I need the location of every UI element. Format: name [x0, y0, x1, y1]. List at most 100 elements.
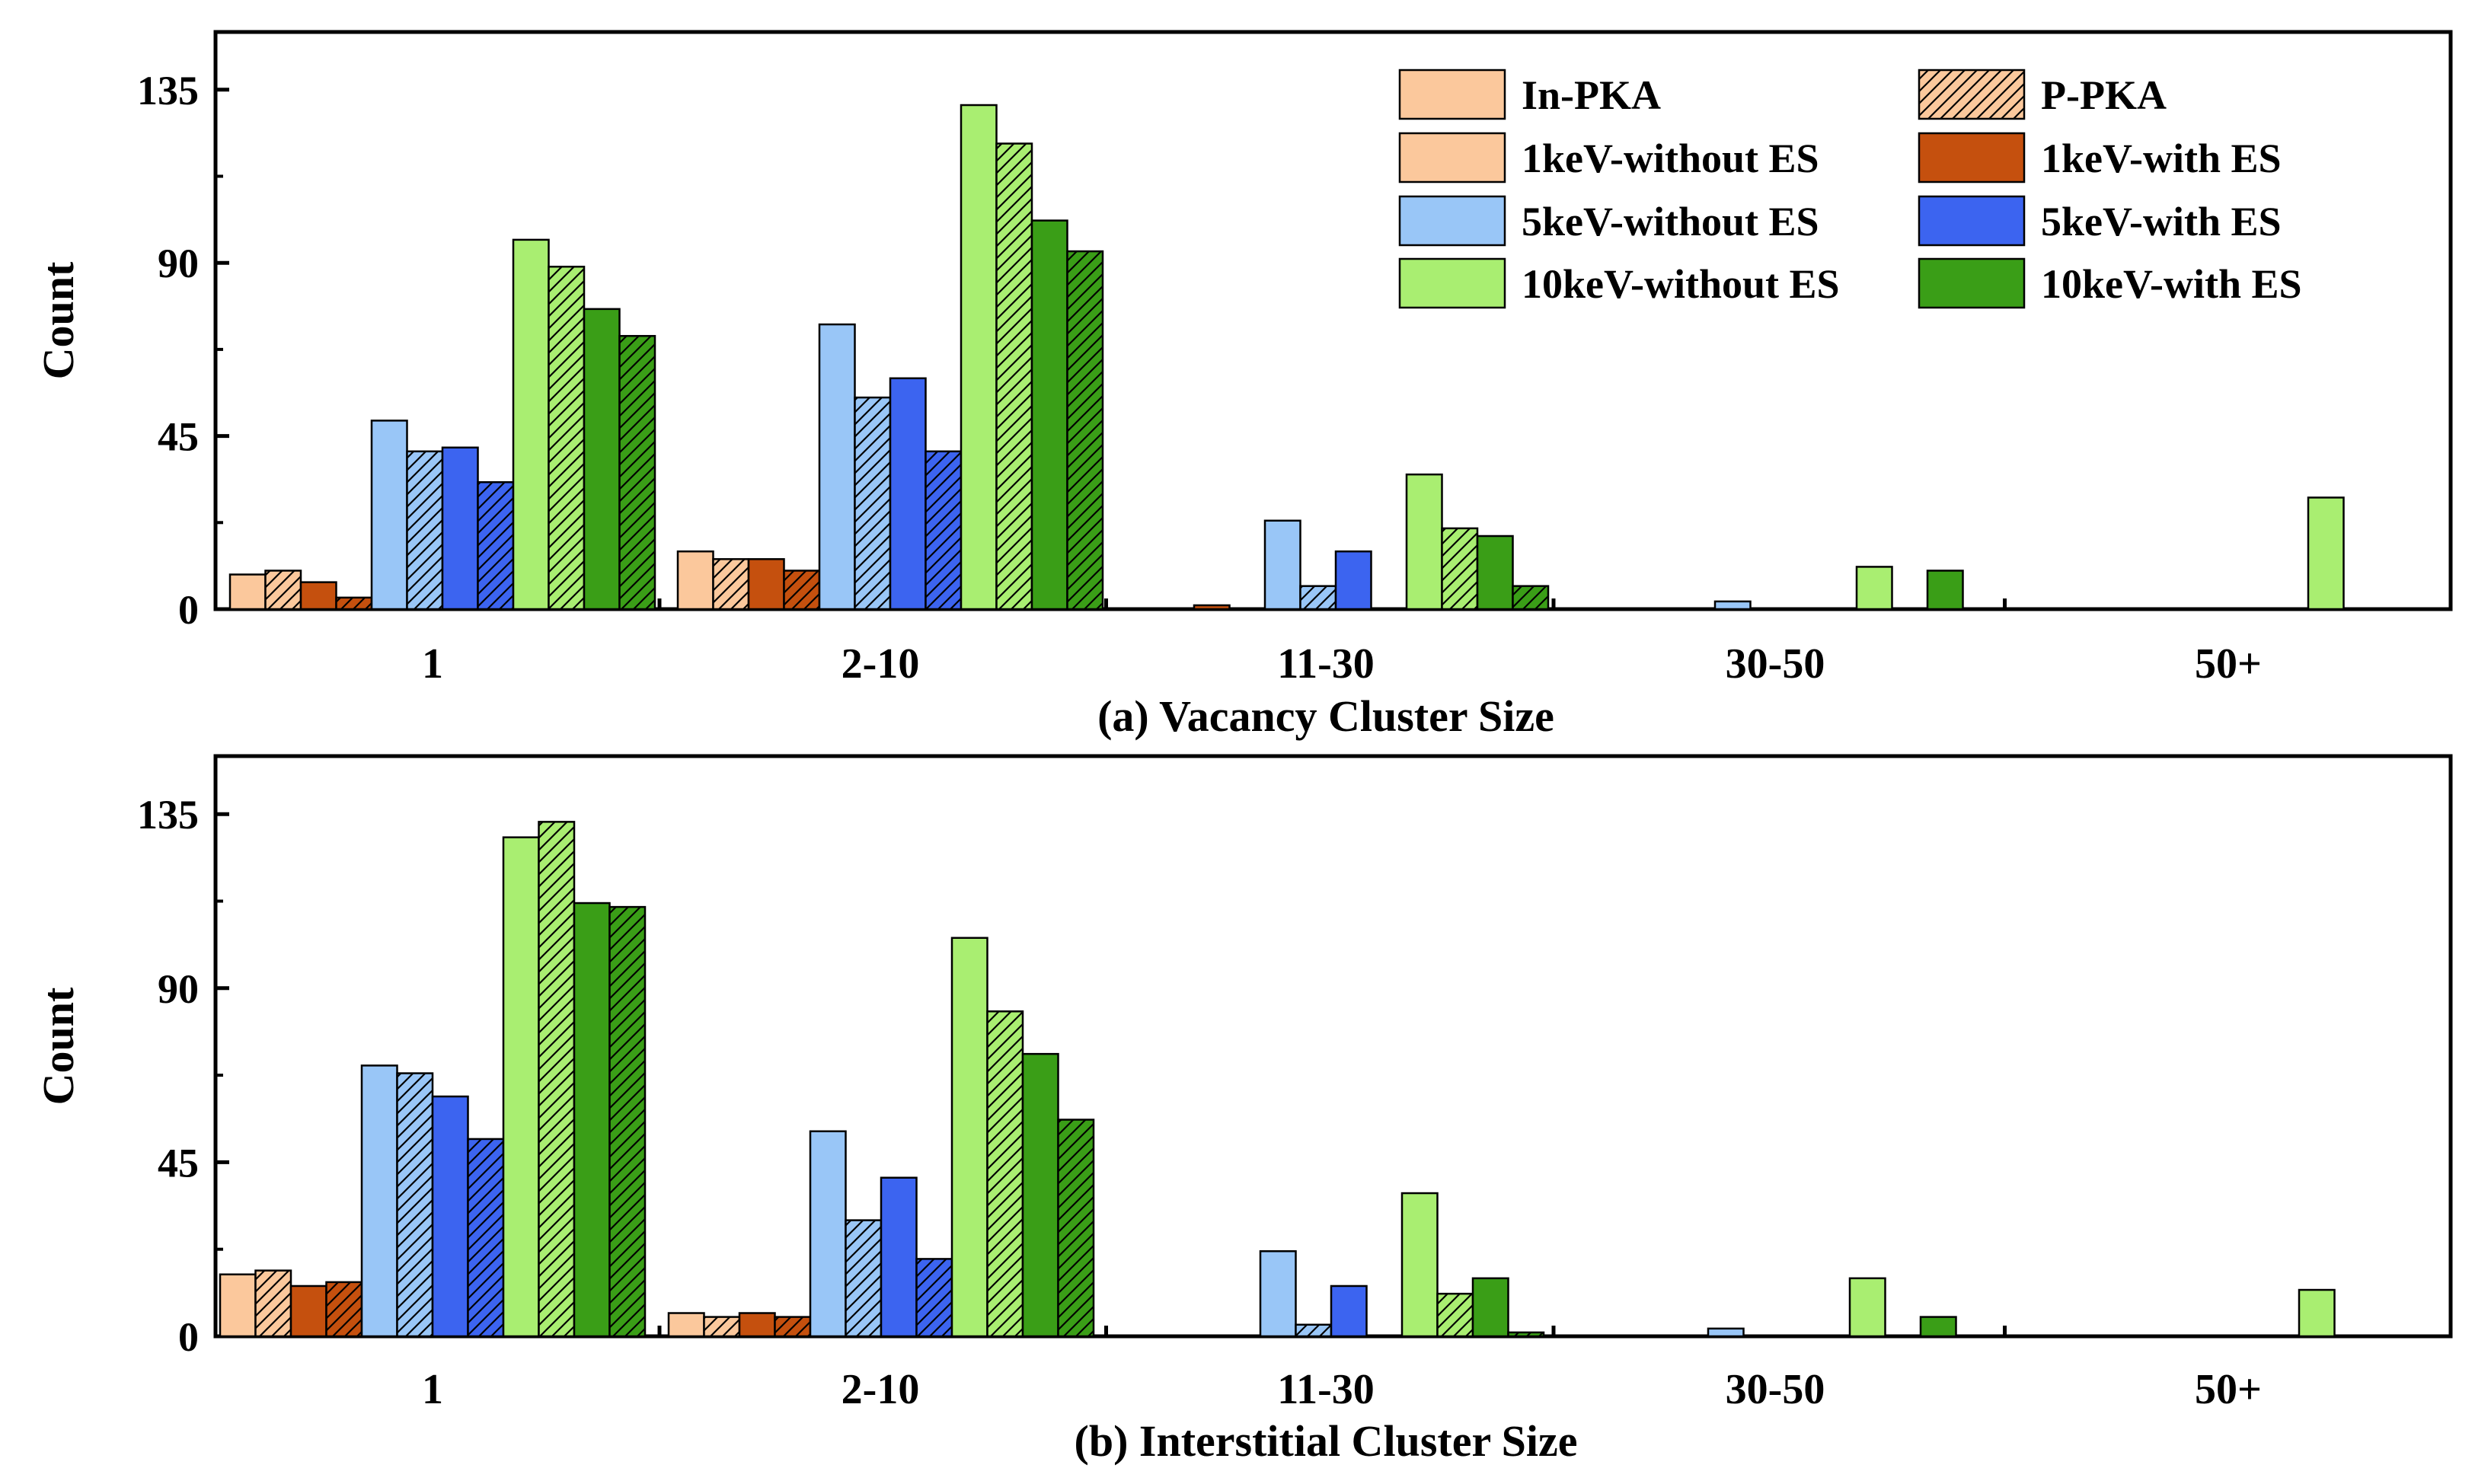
bar-vacancy-c5_without-3: [1713, 600, 1752, 611]
bar-vacancy-c10_without-1: [960, 104, 998, 611]
x-axis-label: (b) Interstitial Cluster Size: [1075, 1416, 1578, 1466]
bar-interstitial-c5_with-1: [880, 1176, 918, 1338]
legend-swatch: [1398, 257, 1506, 309]
bar-hatch-overlay: [619, 336, 655, 609]
x-tick-label: 50+: [2195, 1366, 2262, 1413]
legend: In-PKA P-PKA 1keV-without ES 1keV-with ES 5k…: [1398, 69, 2302, 309]
bar-vacancy-c10_with-3: [1926, 570, 1964, 611]
legend-label: 10keV-without ES: [1522, 261, 1840, 307]
bar-hatch-overlay: [265, 570, 301, 609]
y-axis-label: Count: [34, 261, 83, 379]
bar-hatch-overlay: [1442, 528, 1477, 609]
x-tick-label: 2-10: [842, 640, 920, 688]
legend-swatch: [1918, 132, 2026, 184]
legend-swatch: [1398, 195, 1506, 247]
x-tick-label: 30-50: [1726, 640, 1825, 688]
bar-vacancy-c10_with-1: [1030, 219, 1068, 611]
bar-vacancy-c10_with-0: [583, 308, 621, 611]
legend-label: 1keV-without ES: [1522, 136, 1819, 181]
bar-vacancy-c5_with-0: [441, 446, 479, 611]
legend-label: In-PKA: [1522, 72, 1661, 118]
bar-hatch-overlay: [1067, 251, 1103, 609]
bar-hatch-overlay: [1058, 1119, 1094, 1336]
bar-interstitial-c10_with-2: [1471, 1277, 1509, 1338]
bar-interstitial-c1_with-0: [289, 1285, 327, 1338]
x-axis-label: (a) Vacancy Cluster Size: [1097, 691, 1554, 741]
bar-interstitial-c5_without-0: [360, 1064, 398, 1338]
bar-hatch-overlay: [1508, 1332, 1544, 1336]
y-tick-label: 90: [158, 241, 199, 286]
bar-hatch-overlay: [407, 451, 442, 609]
bar-hatch-overlay: [845, 1220, 881, 1336]
interstitial-chart-panel: 0 45 90 135 Count 1 2-10 11-30 30-50 50+ (b) Inter…: [34, 754, 2453, 1466]
bar-interstitial-c5_without-1: [809, 1130, 847, 1338]
bar-interstitial-c5_with-0: [431, 1095, 469, 1338]
legend-label: P-PKA: [2041, 72, 2167, 118]
y-tick-label: 45: [158, 414, 199, 460]
y-tick-label: 90: [158, 966, 199, 1012]
x-tick-label: 30-50: [1726, 1366, 1825, 1413]
bar-interstitial-c5_with-2: [1330, 1285, 1368, 1338]
bar-vacancy-c10_without-0: [512, 238, 550, 611]
bar-hatch-overlay: [774, 1316, 810, 1336]
legend-swatch-hatch: [1919, 70, 2024, 119]
bar-hatch-overlay: [1437, 1294, 1473, 1336]
bar-interstitial-c10_without-2: [1400, 1192, 1439, 1338]
y-tick-label: 135: [137, 792, 199, 838]
legend-swatch: [1918, 257, 2026, 309]
bar-vacancy-c1_without-0: [228, 573, 267, 611]
bar-hatch-overlay: [996, 143, 1032, 610]
bar-hatch-overlay: [397, 1073, 433, 1336]
bar-vacancy-c1_without-1: [676, 550, 714, 611]
vacancy-chart-panel: 0 45 90 135 Count 1 2-10 11-30 30-50 50+ (a) Vacan…: [34, 30, 2453, 741]
x-tick-label: 11-30: [1277, 640, 1375, 688]
bar-vacancy-c1_with-2: [1193, 604, 1231, 611]
bar-vacancy-c5_with-1: [889, 377, 927, 611]
legend-label: 5keV-without ES: [1522, 199, 1819, 244]
bar-hatch-overlay: [713, 559, 749, 609]
x-tick-label: 50+: [2195, 640, 2262, 688]
bar-vacancy-c5_without-0: [370, 420, 408, 611]
bar-vacancy-c1_with-0: [299, 581, 337, 611]
bar-vacancy-c10_without-2: [1405, 473, 1443, 611]
bar-vacancy-c5_without-1: [818, 323, 856, 611]
bar-interstitial-c1_without-0: [219, 1273, 257, 1338]
bar-hatch-overlay: [784, 570, 819, 609]
bar-hatch-overlay: [925, 451, 961, 609]
bar-hatch-overlay: [987, 1011, 1023, 1336]
y-axis-label: Count: [34, 987, 83, 1105]
bar-interstitial-c1_without-1: [667, 1312, 705, 1338]
legend-label: 10keV-with ES: [2041, 261, 2302, 307]
bar-hatch-overlay: [255, 1270, 291, 1336]
bar-vacancy-c5_without-2: [1263, 519, 1301, 611]
bar-vacancy-c10_with-2: [1476, 535, 1514, 611]
legend-label: 1keV-with ES: [2041, 136, 2282, 181]
bar-hatch-overlay: [704, 1316, 739, 1336]
bar-hatch-overlay: [916, 1259, 952, 1336]
bar-vacancy-c1_with-1: [747, 558, 785, 611]
legend-swatch: [1398, 69, 1506, 120]
bar-hatch-overlay: [1512, 586, 1548, 609]
y-tick-label: 45: [158, 1140, 199, 1186]
y-tick-label: 0: [178, 1314, 199, 1360]
bar-hatch-overlay: [538, 822, 574, 1336]
legend-swatch: [1918, 195, 2026, 247]
bar-hatch-overlay: [1300, 586, 1336, 609]
bar-interstitial-c5_without-3: [1707, 1327, 1745, 1338]
bar-hatch-overlay: [609, 907, 645, 1336]
x-tick-label: 1: [422, 640, 443, 688]
x-tick-label: 1: [422, 1366, 443, 1413]
bar-interstitial-c10_without-1: [950, 937, 988, 1338]
bar-hatch-overlay: [468, 1138, 503, 1336]
x-tick-label: 2-10: [842, 1366, 920, 1413]
bar-interstitial-c5_without-2: [1259, 1249, 1297, 1338]
bar-vacancy-c10_without-4: [2307, 496, 2345, 611]
legend-label: 5keV-with ES: [2041, 199, 2282, 244]
bar-interstitial-c10_with-0: [573, 902, 611, 1338]
bar-hatch-overlay: [548, 266, 584, 609]
bar-interstitial-c10_without-0: [502, 836, 540, 1338]
legend-swatch: [1398, 132, 1506, 184]
bar-hatch-overlay: [336, 597, 372, 609]
bar-interstitial-c10_without-4: [2298, 1288, 2336, 1338]
